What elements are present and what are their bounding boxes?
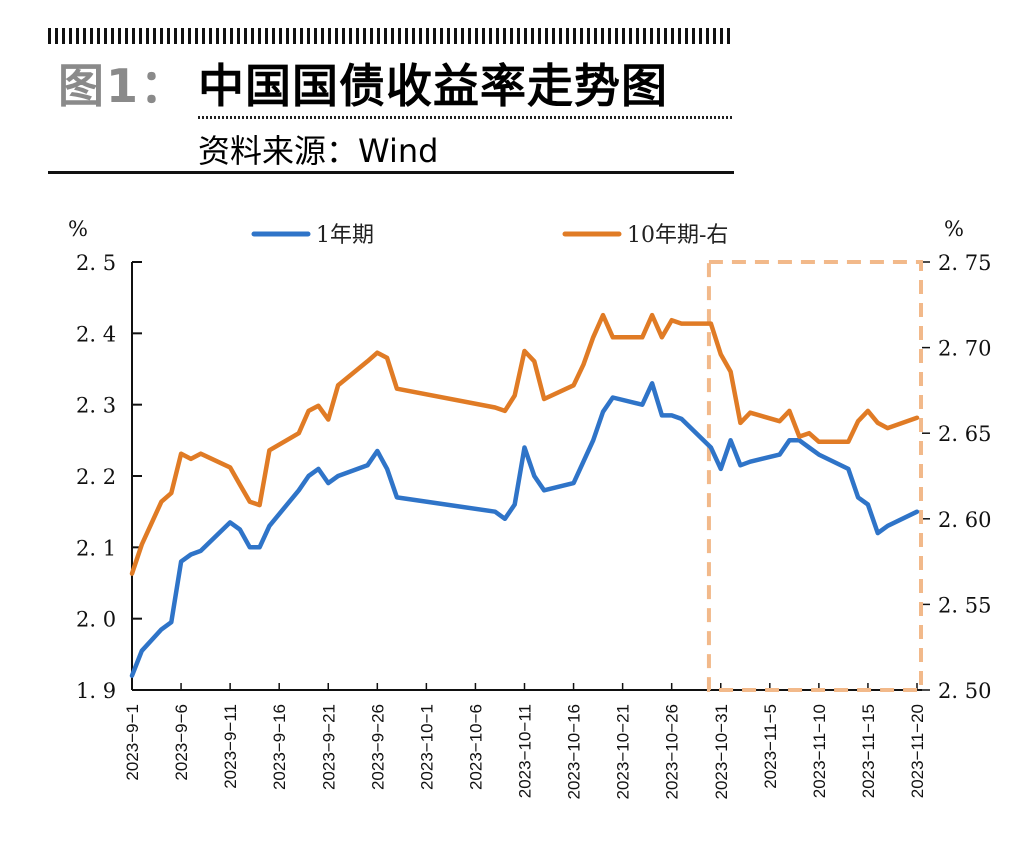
right-axis-tick-label: 2. 65 <box>938 422 991 446</box>
x-axis-tick-label: 2023−10−16 <box>565 704 584 800</box>
left-axis-tick-label: 2. 2 <box>76 465 116 489</box>
left-axis-tick-label: 2. 0 <box>76 608 116 632</box>
series-lines <box>129 312 920 678</box>
left-axis-unit: % <box>68 217 88 241</box>
legend: 1年期 10年期-右 <box>251 223 728 248</box>
right-axis-tick-label: 2. 55 <box>938 593 991 617</box>
x-axis-tick-label: 2023−9−6 <box>172 704 191 781</box>
highlight-box <box>706 260 923 692</box>
data-source: 资料来源：Wind <box>198 132 439 170</box>
highlight-dashed-box <box>706 260 923 692</box>
left-axis-tick-label: 2. 3 <box>76 394 116 418</box>
series-1y-line <box>129 381 920 678</box>
left-axis-tick-label: 2. 5 <box>76 251 116 275</box>
left-axis-tick-label: 2. 4 <box>76 322 116 346</box>
header-stripe-decoration <box>48 28 734 44</box>
x-axis-tick-label: 2023−9−16 <box>270 704 289 790</box>
x-axis-tick-label: 2023−10−6 <box>466 704 485 790</box>
left-y-axis: % 1. 9 2. 0 2. 1 2. 2 2. 3 2. 4 2. 5 <box>68 217 142 703</box>
x-axis-tick-label: 2023−11−5 <box>761 704 780 789</box>
title-dotted-divider <box>198 116 734 119</box>
figure-label: 图1： <box>58 59 189 113</box>
x-axis-tick-label: 2023−10−11 <box>516 704 535 798</box>
x-axis-tick-label: 2023−11−20 <box>908 704 927 798</box>
x-axis-tick-label: 2023−10−31 <box>712 704 731 800</box>
right-axis-unit: % <box>944 217 964 241</box>
right-axis-tick-label: 2. 75 <box>938 251 991 275</box>
legend-label: 10年期-右 <box>627 223 728 248</box>
x-axis-tick-label: 2023−11−10 <box>810 704 829 798</box>
series-10y-line <box>129 312 920 576</box>
legend-label: 1年期 <box>316 223 374 248</box>
x-axis-tick-label: 2023−9−26 <box>368 704 387 790</box>
x-axis-tick-label: 2023−10−21 <box>614 704 633 800</box>
right-y-axis: % 2. 50 2. 55 2. 60 2. 65 2. 70 2. 75 <box>922 217 991 703</box>
left-axis-tick-label: 2. 1 <box>76 536 116 560</box>
x-axis-tick-label: 2023−10−26 <box>663 704 682 800</box>
header-rule <box>48 171 734 174</box>
right-axis-tick-label: 2. 70 <box>938 337 991 361</box>
left-axis-tick-label: 1. 9 <box>76 679 116 703</box>
x-axis-tick-label: 2023−9−21 <box>319 704 338 790</box>
x-axis: 2023−9−1 2023−9−6 2023−9−11 2023−9−16 2023−9… <box>123 683 927 800</box>
x-axis-tick-label: 2023−10−1 <box>417 704 436 790</box>
x-axis-tick-label: 2023−11−15 <box>859 704 878 798</box>
x-axis-tick-label: 2023−9−1 <box>123 704 142 781</box>
right-axis-tick-label: 2. 50 <box>938 679 991 703</box>
chart-title: 中国国债收益率走势图 <box>198 59 668 113</box>
x-axis-tick-label: 2023−9−11 <box>221 704 240 789</box>
right-axis-tick-label: 2. 60 <box>938 508 991 532</box>
